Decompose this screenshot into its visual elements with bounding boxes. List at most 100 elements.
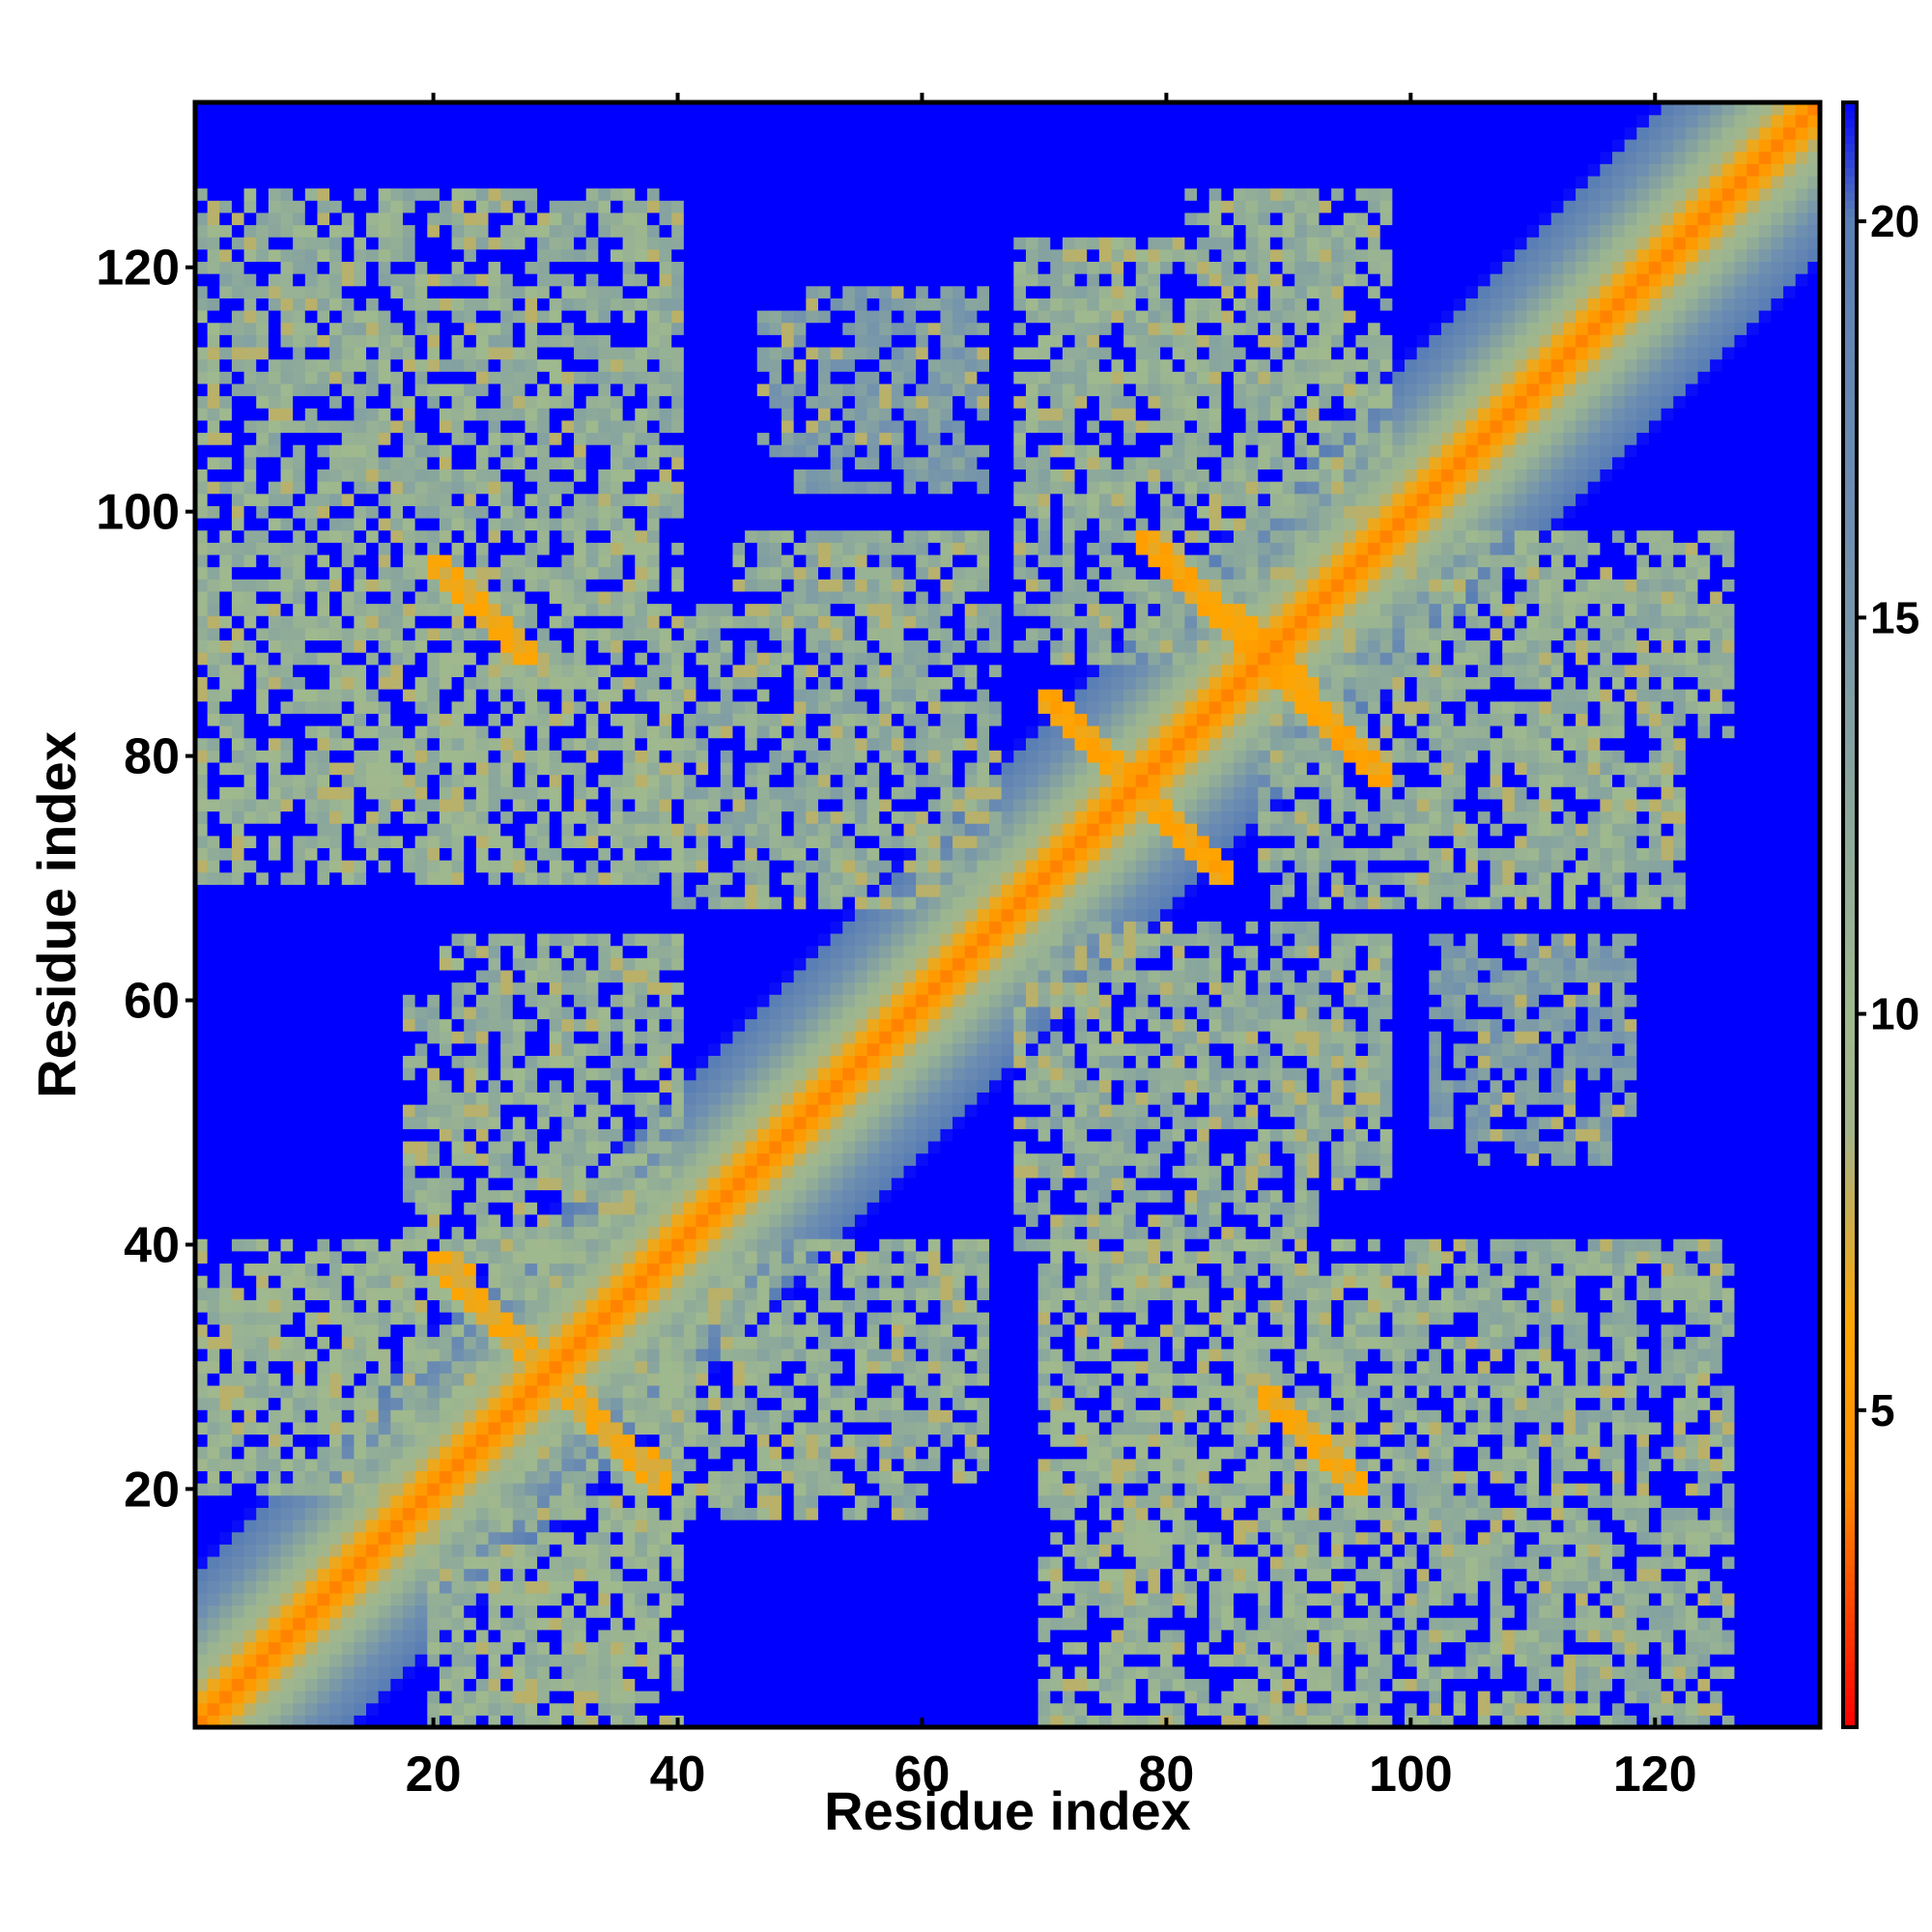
heatmap-cell [561, 689, 575, 702]
heatmap-cell [525, 774, 538, 787]
heatmap-cell [525, 689, 538, 702]
heatmap-cell [622, 358, 636, 372]
heatmap-cell [464, 1250, 477, 1264]
heatmap-cell [219, 517, 233, 531]
heatmap-cell [537, 285, 551, 298]
heatmap-cell [317, 505, 330, 519]
heatmap-cell [646, 896, 661, 910]
heatmap-cell [280, 1128, 294, 1142]
heatmap-cell [317, 1470, 330, 1484]
heatmap-cell [439, 1421, 453, 1435]
heatmap-cell [549, 102, 562, 116]
heatmap-cell [304, 1531, 319, 1545]
heatmap-cell [280, 542, 294, 555]
heatmap-cell [341, 1507, 355, 1520]
heatmap-cell [622, 151, 636, 164]
heatmap-cell [475, 334, 490, 348]
heatmap-cell [195, 737, 209, 751]
heatmap-cell [354, 823, 367, 837]
heatmap-cell [366, 298, 380, 311]
heatmap-cell [390, 1384, 404, 1399]
heatmap-cell [439, 615, 453, 629]
heatmap-cell [280, 823, 294, 837]
heatmap-cell [341, 627, 355, 641]
heatmap-cell [585, 945, 599, 958]
heatmap-cell [329, 102, 343, 116]
heatmap-cell [243, 1580, 257, 1594]
heatmap-cell [475, 590, 490, 605]
heatmap-cell [464, 1299, 477, 1313]
heatmap-cell [561, 579, 575, 592]
heatmap-cell [585, 1494, 599, 1508]
heatmap-cell [464, 237, 477, 250]
heatmap-cell [537, 419, 551, 434]
heatmap-cell [512, 309, 526, 324]
heatmap-cell [537, 1263, 551, 1276]
heatmap-cell [243, 1213, 257, 1228]
heatmap-cell [329, 932, 343, 947]
heatmap-cell [256, 1079, 270, 1093]
heatmap-cell [646, 1348, 661, 1362]
heatmap-cell [414, 1568, 428, 1581]
heatmap-cell [574, 151, 587, 164]
heatmap-cell [561, 1641, 575, 1655]
heatmap-cell [646, 1042, 661, 1057]
heatmap-cell [512, 700, 526, 714]
heatmap-cell [329, 138, 343, 153]
heatmap-cell [293, 969, 306, 983]
heatmap-cell [207, 1531, 220, 1545]
heatmap-cell [341, 1421, 355, 1435]
heatmap-cell [243, 957, 257, 971]
heatmap-cell [488, 175, 501, 189]
heatmap-cell [427, 163, 440, 177]
heatmap-cell [427, 187, 440, 201]
heatmap-cell [219, 542, 233, 555]
heatmap-cell [574, 127, 587, 140]
heatmap-cell [390, 1446, 404, 1460]
heatmap-cell [268, 1373, 282, 1386]
heatmap-cell [402, 346, 416, 360]
heatmap-cell [464, 1079, 477, 1093]
heatmap-cell [378, 1213, 391, 1228]
heatmap-cell [207, 151, 220, 164]
heatmap-cell [317, 1373, 330, 1386]
heatmap-cell [561, 1116, 575, 1129]
heatmap-cell [635, 1226, 648, 1239]
heatmap-cell [500, 981, 514, 995]
heatmap-cell [585, 1715, 599, 1728]
heatmap-cell [574, 395, 587, 409]
heatmap-cell [231, 884, 245, 897]
heatmap-cell [317, 1665, 330, 1680]
heatmap-cell [207, 761, 220, 776]
heatmap-cell [427, 114, 440, 128]
heatmap-cell [427, 1702, 440, 1716]
heatmap-cell [195, 1384, 209, 1399]
heatmap-cell [366, 309, 380, 324]
heatmap-cell [207, 346, 220, 360]
heatmap-cell [525, 750, 538, 763]
heatmap-cell [500, 1678, 514, 1691]
heatmap-cell [610, 114, 624, 128]
heatmap-cell [390, 1494, 404, 1508]
heatmap-cell [585, 1189, 599, 1203]
heatmap-cell [622, 1531, 636, 1545]
heatmap-cell [525, 1238, 538, 1252]
heatmap-cell [366, 529, 380, 543]
heatmap-cell [561, 1397, 575, 1410]
heatmap-cell [610, 1275, 624, 1289]
heatmap-cell [512, 1384, 526, 1399]
heatmap-cell [366, 1018, 380, 1032]
heatmap-cell [574, 419, 587, 434]
heatmap-cell [585, 932, 599, 947]
heatmap-cell [475, 639, 490, 653]
heatmap-cell [207, 1116, 220, 1129]
heatmap-cell [366, 884, 380, 897]
heatmap-cell [329, 395, 343, 409]
heatmap-cell [354, 1031, 367, 1044]
heatmap-cell [525, 358, 538, 372]
heatmap-cell [598, 1617, 611, 1631]
heatmap-cell [598, 542, 611, 555]
heatmap-cell [293, 1678, 306, 1691]
heatmap-cell [549, 1641, 562, 1655]
heatmap-cell [537, 823, 551, 837]
